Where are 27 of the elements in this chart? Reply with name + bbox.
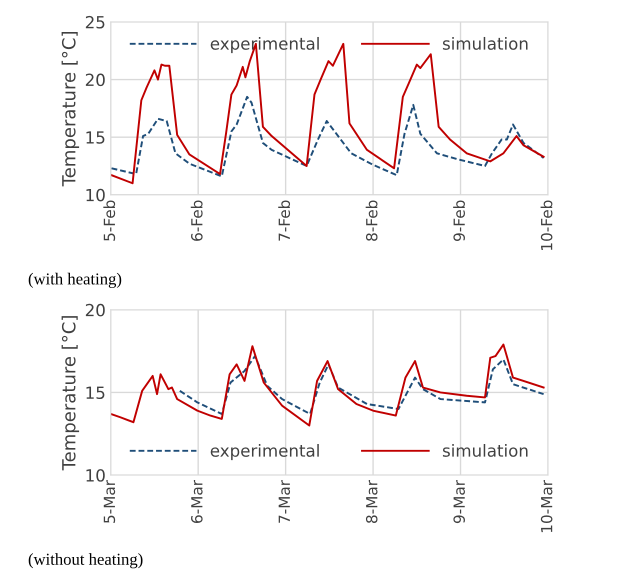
x-tick-label: 7-Feb [278,200,290,241]
text: (with heating) [28,272,122,288]
x-tick-label: 6-Mar [191,480,203,523]
legend-label: simulation [442,444,528,457]
x-tick-label: 10-Mar [540,480,552,532]
legend-label: simulation [442,36,528,50]
x-tick-label: 8-Mar [366,480,378,523]
x-tick-label: 5-Feb [103,200,116,241]
y-tick-label: 15 [86,131,104,144]
x-tick-label: 6-Feb [190,200,203,241]
y-axis-title: Temperature [°C] [62,316,80,470]
x-tick-label: 8-Feb [366,200,378,241]
y-tick-label: 25 [86,16,104,29]
legend-label: experimental [210,444,319,460]
x-tick-label: 5-Mar [104,480,116,523]
y-tick-label: 20 [86,304,105,316]
y-tick-label: 15 [86,386,104,400]
y-axis-title: Temperature [°C] [62,32,80,186]
legend-label: experimental [210,36,319,54]
text: (without heating) [28,553,143,568]
x-tick-label: 9-Feb [453,200,465,241]
x-tick-label: 7-Mar [278,480,290,523]
x-tick-label: 9-Mar [453,480,465,524]
y-tick-label: 20 [86,74,105,86]
y-tick-label: 10 [86,469,105,482]
y-tick-label: 10 [86,188,105,202]
x-tick-label: 10-Feb [540,200,552,250]
